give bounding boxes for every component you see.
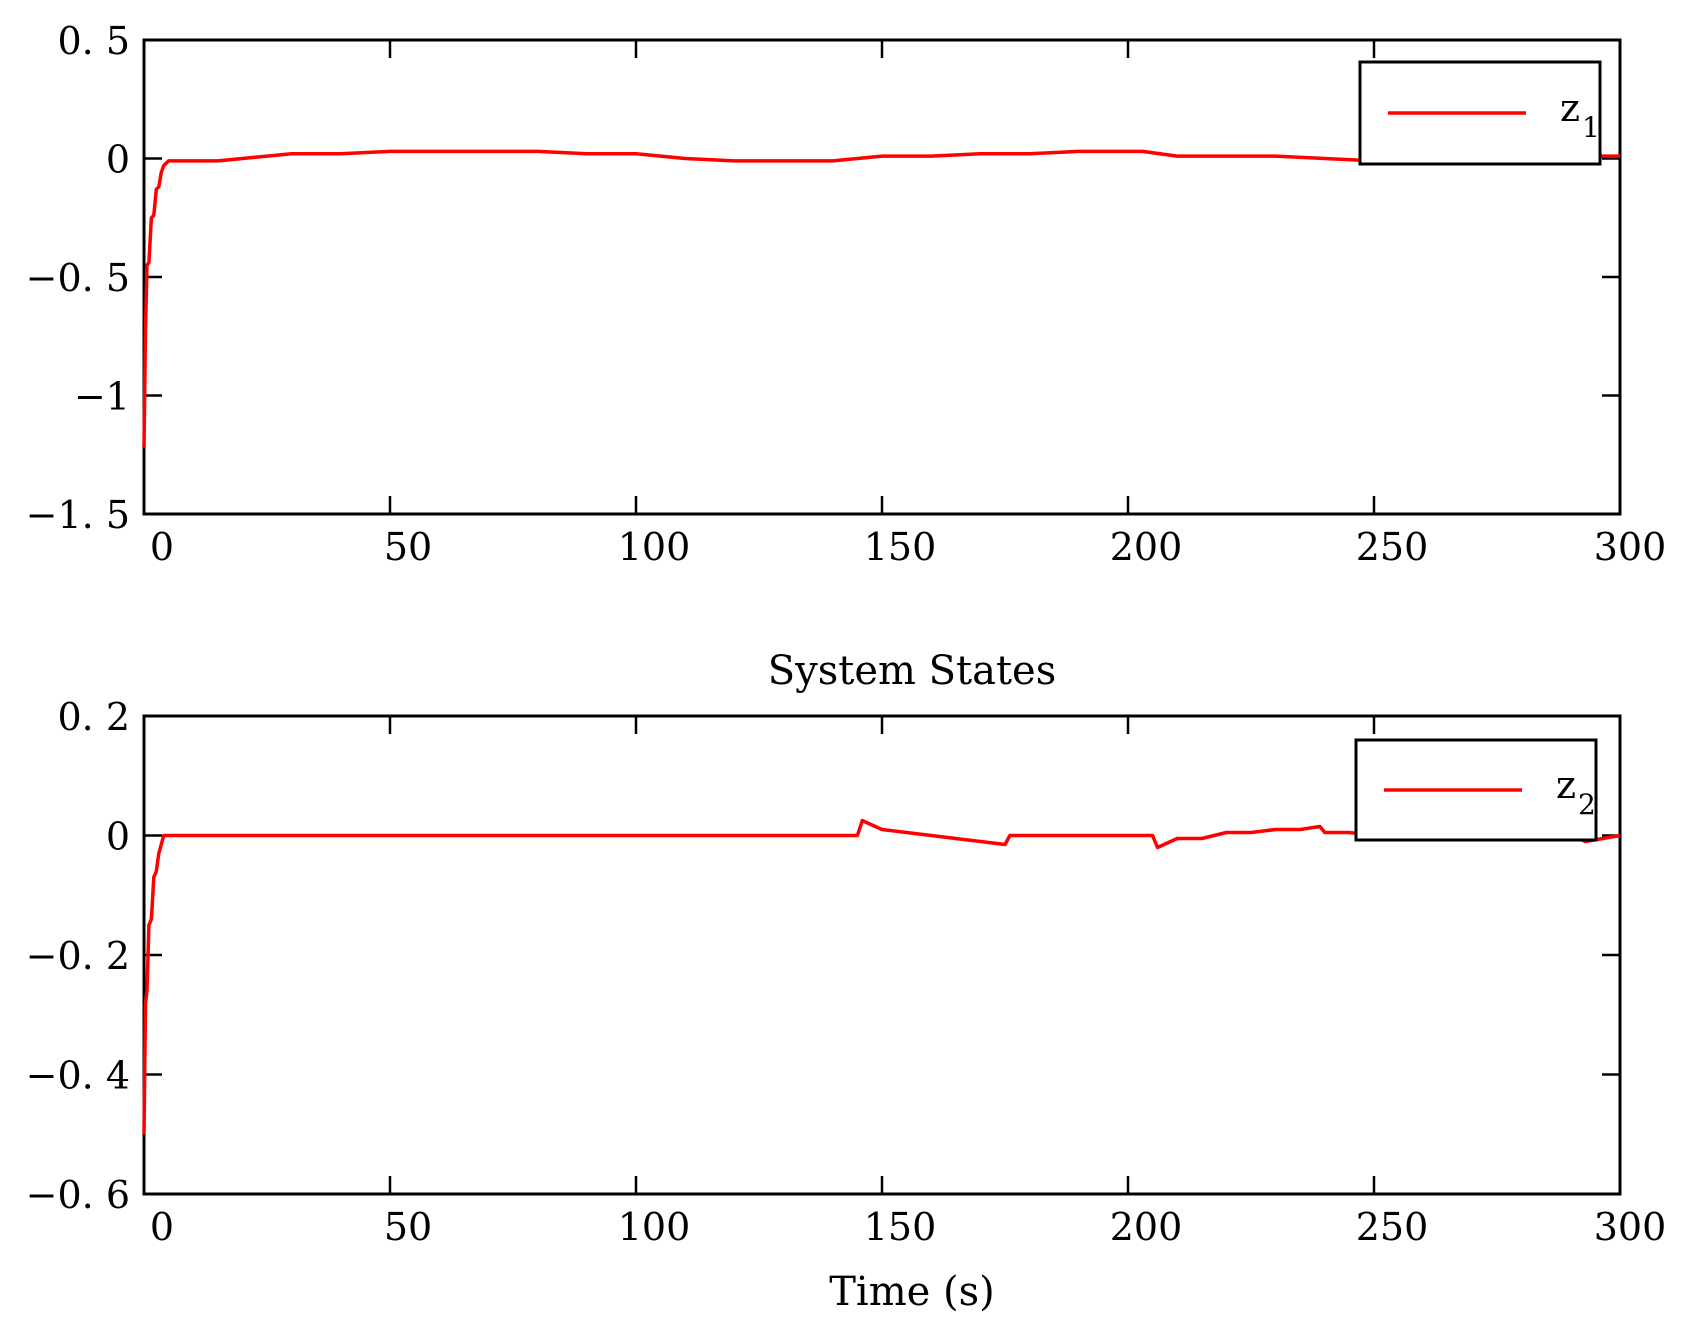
x-tick-label: 50 bbox=[384, 525, 432, 569]
y-tick-label: −1 bbox=[74, 375, 130, 419]
x-tick-label: 150 bbox=[864, 525, 937, 569]
x-tick-label: 0 bbox=[150, 525, 174, 569]
x-tick-label: 100 bbox=[618, 525, 691, 569]
y-tick-label: −1. 5 bbox=[26, 493, 130, 537]
y-tick-label: −0. 2 bbox=[26, 934, 130, 978]
x-tick-label: 300 bbox=[1594, 1205, 1667, 1249]
legend-subscript: 2 bbox=[1578, 788, 1596, 821]
x-tick-label: 200 bbox=[1110, 1205, 1183, 1249]
x-tick-label: 300 bbox=[1594, 525, 1667, 569]
legend-label: z bbox=[1556, 763, 1576, 807]
x-axis-label: Time (s) bbox=[829, 1269, 995, 1315]
y-tick-label: −0. 5 bbox=[26, 256, 130, 300]
x-tick-label: 250 bbox=[1356, 1205, 1429, 1249]
x-tick-label: 250 bbox=[1356, 525, 1429, 569]
shared-title: System States bbox=[768, 648, 1057, 694]
subplot-z1: 0 50 100 150 200 250 300 0. 5 0 −0. 5 −1 −1. 5 z 1 bbox=[26, 19, 1667, 569]
series-line-z2 bbox=[142, 818, 1621, 1135]
legend-subscript: 1 bbox=[1582, 111, 1600, 144]
x-tick-label: 50 bbox=[384, 1205, 432, 1249]
y-tick-label: 0 bbox=[106, 138, 130, 182]
x-tick-label: 100 bbox=[618, 1205, 691, 1249]
x-tick-label: 150 bbox=[864, 1205, 937, 1249]
subplot-z2: 0 50 100 150 200 250 300 0. 2 0 −0. 2 −0. 4 −0. 6 z 2 bbox=[26, 695, 1667, 1249]
y-tick-label: 0. 2 bbox=[57, 695, 130, 739]
y-tick-label: 0 bbox=[106, 815, 130, 859]
series-line-z1 bbox=[142, 149, 1620, 448]
y-tick-label: −0. 4 bbox=[26, 1054, 130, 1098]
x-tick-label: 0 bbox=[150, 1205, 174, 1249]
y-tick-label: −0. 6 bbox=[26, 1173, 130, 1217]
y-tick-label: 0. 5 bbox=[57, 19, 130, 63]
legend-label: z bbox=[1560, 86, 1580, 130]
x-tick-label: 200 bbox=[1110, 525, 1183, 569]
